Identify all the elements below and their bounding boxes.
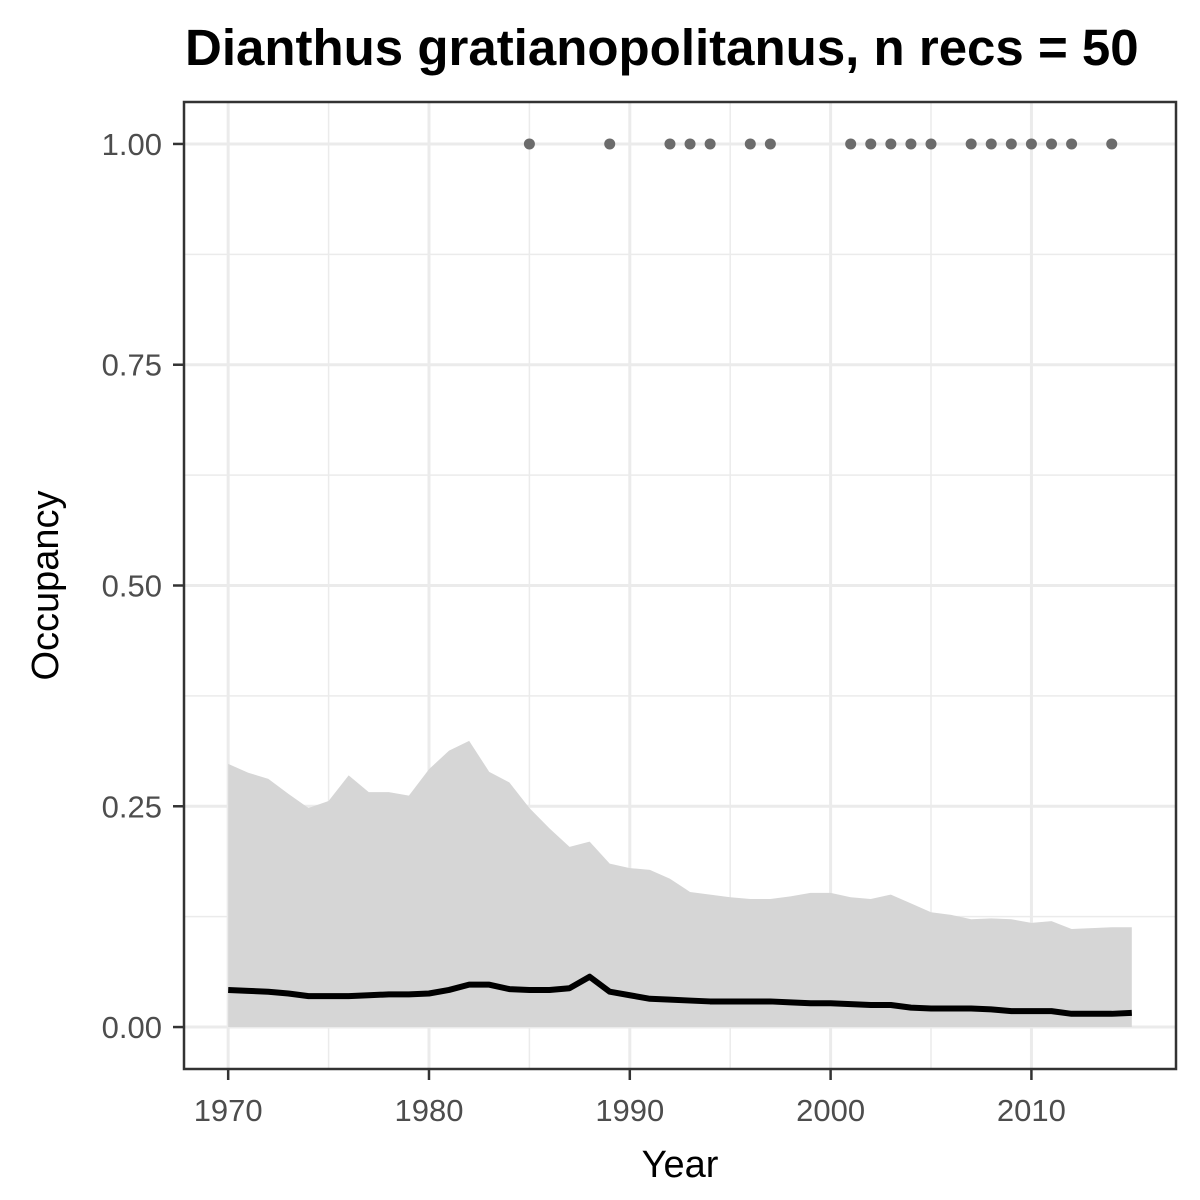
record-point xyxy=(985,138,997,150)
occupancy-series-line xyxy=(228,973,1132,1017)
y-tick-label: 1.00 xyxy=(102,127,162,162)
x-tick-label: 1970 xyxy=(194,1093,263,1128)
y-tick-label: 0.50 xyxy=(102,569,162,604)
y-axis-title: Occupancy xyxy=(25,490,67,680)
record-point xyxy=(845,138,857,150)
record-point xyxy=(684,138,696,150)
record-point xyxy=(1066,138,1078,150)
record-point xyxy=(965,138,977,150)
record-point xyxy=(1005,138,1017,150)
record-point xyxy=(523,138,535,150)
ribbon-area xyxy=(228,740,1132,1028)
record-point xyxy=(865,138,877,150)
x-tick-label: 2010 xyxy=(997,1093,1066,1128)
y-tick-label: 0.00 xyxy=(102,1010,162,1045)
record-points xyxy=(523,138,1118,150)
record-point xyxy=(704,138,716,150)
x-tick-label: 1980 xyxy=(395,1093,464,1128)
occupancy-line xyxy=(228,973,1132,1017)
chart-title: Dianthus gratianopolitanus, n recs = 50 xyxy=(185,19,1139,76)
y-tick-label: 0.25 xyxy=(102,789,162,824)
record-point xyxy=(1106,138,1118,150)
record-point xyxy=(885,138,897,150)
record-point xyxy=(925,138,937,150)
record-point xyxy=(604,138,616,150)
x-tick-label: 2000 xyxy=(796,1093,865,1128)
record-point xyxy=(744,138,756,150)
confidence-ribbon xyxy=(228,740,1132,1028)
x-tick-label: 1990 xyxy=(595,1093,664,1128)
record-point xyxy=(1045,138,1057,150)
record-point xyxy=(1025,138,1037,150)
x-axis-title: Year xyxy=(642,1144,719,1186)
record-point xyxy=(905,138,917,150)
axes: 1970 1980 1990 2000 2010 0.00 0.25 0.50 0.75 1.00 xyxy=(102,127,1066,1128)
record-point xyxy=(664,138,676,150)
y-tick-label: 0.75 xyxy=(102,348,162,383)
record-point xyxy=(764,138,776,150)
